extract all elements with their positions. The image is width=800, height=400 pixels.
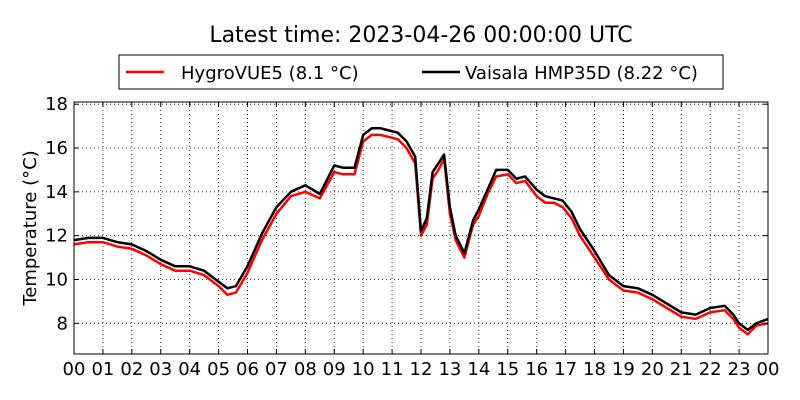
series-line-vaisala bbox=[73, 127, 769, 332]
x-tick-label: 16 bbox=[525, 359, 548, 380]
x-tick-label: 17 bbox=[554, 359, 577, 380]
x-tick-label: 03 bbox=[149, 359, 172, 380]
y-tick-label: 18 bbox=[45, 94, 68, 115]
x-tick-label: 04 bbox=[178, 359, 201, 380]
x-tick-label: 13 bbox=[438, 359, 461, 380]
x-tick-label: 22 bbox=[699, 359, 722, 380]
tick-layer: 00 01 02 03 04 05 06 07 08 09 10 11 12 13 14 15 16 17 18 19… bbox=[45, 94, 779, 380]
legend: HygroVUE5 (8.1 °C) Vaisala HMP35D (8.22 … bbox=[118, 54, 724, 90]
y-axis-label: Temperature (°C) bbox=[20, 150, 41, 306]
x-tick-label: 12 bbox=[410, 359, 433, 380]
series-layer bbox=[73, 127, 769, 336]
y-tick-label: 12 bbox=[45, 226, 68, 247]
x-tick-label: 19 bbox=[612, 359, 635, 380]
series-line-hygrovue5 bbox=[73, 133, 769, 336]
x-tick-label: 21 bbox=[670, 359, 693, 380]
x-tick-label: 02 bbox=[120, 359, 143, 380]
x-tick-label: 08 bbox=[294, 359, 317, 380]
x-tick-label: 11 bbox=[381, 359, 404, 380]
x-tick-label: 01 bbox=[91, 359, 114, 380]
y-tick-label: 14 bbox=[45, 182, 68, 203]
y-tick-label: 10 bbox=[45, 269, 68, 290]
x-tick-label: 00 bbox=[757, 359, 780, 380]
chart-title: Latest time: 2023-04-26 00:00:00 UTC bbox=[209, 23, 632, 48]
x-tick-label: 14 bbox=[467, 359, 490, 380]
y-tick-label: 16 bbox=[45, 138, 68, 159]
x-tick-label: 15 bbox=[496, 359, 519, 380]
x-tick-label: 10 bbox=[352, 359, 375, 380]
x-tick-label: 06 bbox=[236, 359, 259, 380]
x-tick-label: 20 bbox=[641, 359, 664, 380]
x-tick-label: 05 bbox=[207, 359, 230, 380]
x-tick-label: 00 bbox=[63, 359, 86, 380]
legend-frame bbox=[118, 54, 724, 90]
legend-label-vaisala: Vaisala HMP35D (8.22 °C) bbox=[465, 63, 698, 84]
x-tick-label: 18 bbox=[583, 359, 606, 380]
x-tick-label: 23 bbox=[728, 359, 751, 380]
x-tick-label: 09 bbox=[323, 359, 346, 380]
legend-label-hygrovue5: HygroVUE5 (8.1 °C) bbox=[181, 63, 359, 84]
y-tick-label: 8 bbox=[57, 313, 68, 334]
x-tick-label: 07 bbox=[265, 359, 288, 380]
